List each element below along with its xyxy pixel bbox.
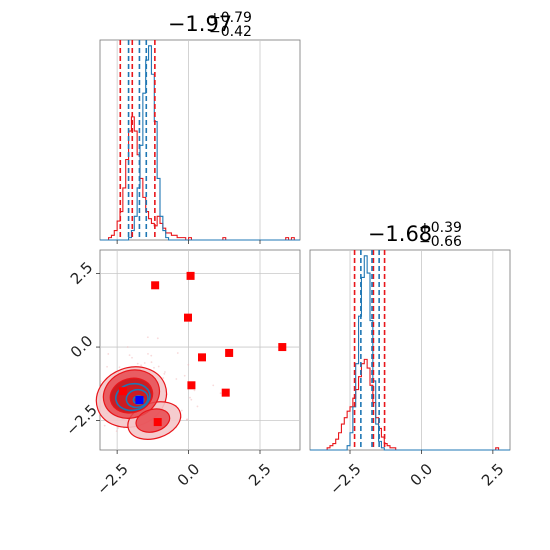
top-left-hist-series-0 xyxy=(100,116,300,241)
sample-dot xyxy=(196,405,199,408)
sample-dot xyxy=(189,396,191,399)
sample-dot xyxy=(150,361,153,364)
sample-dot xyxy=(157,365,160,368)
title-top-value: −1.97 xyxy=(168,12,232,36)
sample-dot xyxy=(131,356,133,359)
red-marker-7 xyxy=(221,388,230,397)
title-right-value: −1.68 xyxy=(368,222,432,246)
sample-dot xyxy=(176,352,179,354)
title-right-plus: +0.39 xyxy=(419,220,462,236)
bottom-right-grid xyxy=(349,250,494,450)
sample-dot xyxy=(106,365,108,368)
blue-contour-0 xyxy=(115,382,151,412)
panel-top-left-frame xyxy=(99,39,301,241)
sample-dot xyxy=(153,366,155,369)
panel-top-left xyxy=(99,39,301,244)
blue-contour-1 xyxy=(125,388,149,409)
sample-dot xyxy=(146,336,149,339)
blue-contour-2 xyxy=(132,395,145,405)
sample-dot xyxy=(136,362,139,365)
title-right-minus: −0.66 xyxy=(419,234,462,250)
panel-bottom-left-frame xyxy=(99,249,301,451)
bottom-left-y-ticks: −2.5 0.0 2.5 xyxy=(62,258,100,439)
red-marker-9 xyxy=(153,418,162,427)
sample-dot xyxy=(150,354,153,357)
bottom-left-ytick-label-2: 2.5 xyxy=(67,258,97,288)
red-marker-0 xyxy=(151,281,160,290)
red-contour-4 xyxy=(109,377,154,414)
bottom-left-contours xyxy=(95,366,182,440)
sample-dot xyxy=(219,392,222,395)
bottom-right-xtick-label-0: −2.5 xyxy=(326,460,364,498)
red-marker-8 xyxy=(118,387,127,396)
panel-bottom-right-frame xyxy=(309,249,511,451)
title-right: −1.68 xyxy=(368,222,432,246)
red-marker-6 xyxy=(187,381,196,390)
sample-dot xyxy=(107,353,110,355)
sample-dot xyxy=(128,354,131,357)
sample-dot xyxy=(147,352,149,355)
bottom-left-xtick-label-1: 0.0 xyxy=(174,460,204,490)
red-marker-1 xyxy=(186,271,195,280)
sample-dot xyxy=(163,372,166,375)
bottom-right-hist-series-1 xyxy=(310,255,510,451)
bottom-right-xtick-label-2: 2.5 xyxy=(478,460,508,490)
red-marker-3 xyxy=(198,353,206,362)
bottom-left-points xyxy=(118,271,287,427)
blue-marker-0 xyxy=(135,396,144,404)
sample-dot xyxy=(156,337,159,340)
bottom-right-hist-series-0 xyxy=(310,358,510,451)
sample-dot xyxy=(193,389,196,392)
sample-dot xyxy=(140,364,142,367)
top-left-histograms xyxy=(100,45,300,241)
title-top: −1.97 xyxy=(168,12,232,36)
sample-dot xyxy=(143,362,146,364)
sample-dot xyxy=(175,378,178,380)
title-top-minus: −0.42 xyxy=(209,24,252,40)
bottom-left-xtick-label-2: 2.5 xyxy=(245,460,275,490)
bottom-left-xtick-label-0: −2.5 xyxy=(93,460,131,498)
top-left-x-ticks xyxy=(116,240,261,244)
title-top-plus: +0.79 xyxy=(209,10,252,26)
panel-bottom-right: −2.5 0.0 2.5 xyxy=(309,249,511,499)
top-left-grid xyxy=(116,40,261,240)
red-marker-2 xyxy=(184,313,192,322)
bottom-right-quantile-lines xyxy=(353,250,386,450)
sample-dot xyxy=(103,424,106,427)
sample-dot xyxy=(126,346,129,348)
sample-dot xyxy=(212,384,215,387)
bottom-right-x-ticks: −2.5 0.0 2.5 xyxy=(326,450,508,499)
sample-dot xyxy=(118,366,121,369)
sample-dot xyxy=(162,377,165,379)
bottom-left-grid xyxy=(100,250,300,450)
sample-dot xyxy=(190,398,193,401)
sample-dot xyxy=(180,409,183,412)
top-left-hist-series-1 xyxy=(100,45,300,241)
sample-dot xyxy=(187,363,190,366)
bottom-left-x-ticks: −2.5 0.0 2.5 xyxy=(93,450,275,499)
bottom-left-ytick-label-1: 0.0 xyxy=(67,332,97,362)
sample-dot xyxy=(164,371,166,373)
sample-dot xyxy=(185,418,188,421)
bottom-right-xtick-label-1: 0.0 xyxy=(407,460,437,490)
bottom-left-ytick-label-0: −2.5 xyxy=(62,401,100,439)
sample-dot xyxy=(115,430,118,433)
red-marker-4 xyxy=(225,348,234,357)
top-left-quantile-lines xyxy=(119,40,156,240)
panel-bottom-left: −2.5 0.0 2.5 −2.5 0.0 2.5 xyxy=(62,249,301,499)
red-contour-3 xyxy=(135,408,171,433)
sample-dot xyxy=(117,426,120,429)
sample-dot xyxy=(99,380,102,383)
bottom-right-histograms xyxy=(310,255,510,451)
red-marker-5 xyxy=(278,343,287,352)
sample-dot xyxy=(183,374,186,377)
